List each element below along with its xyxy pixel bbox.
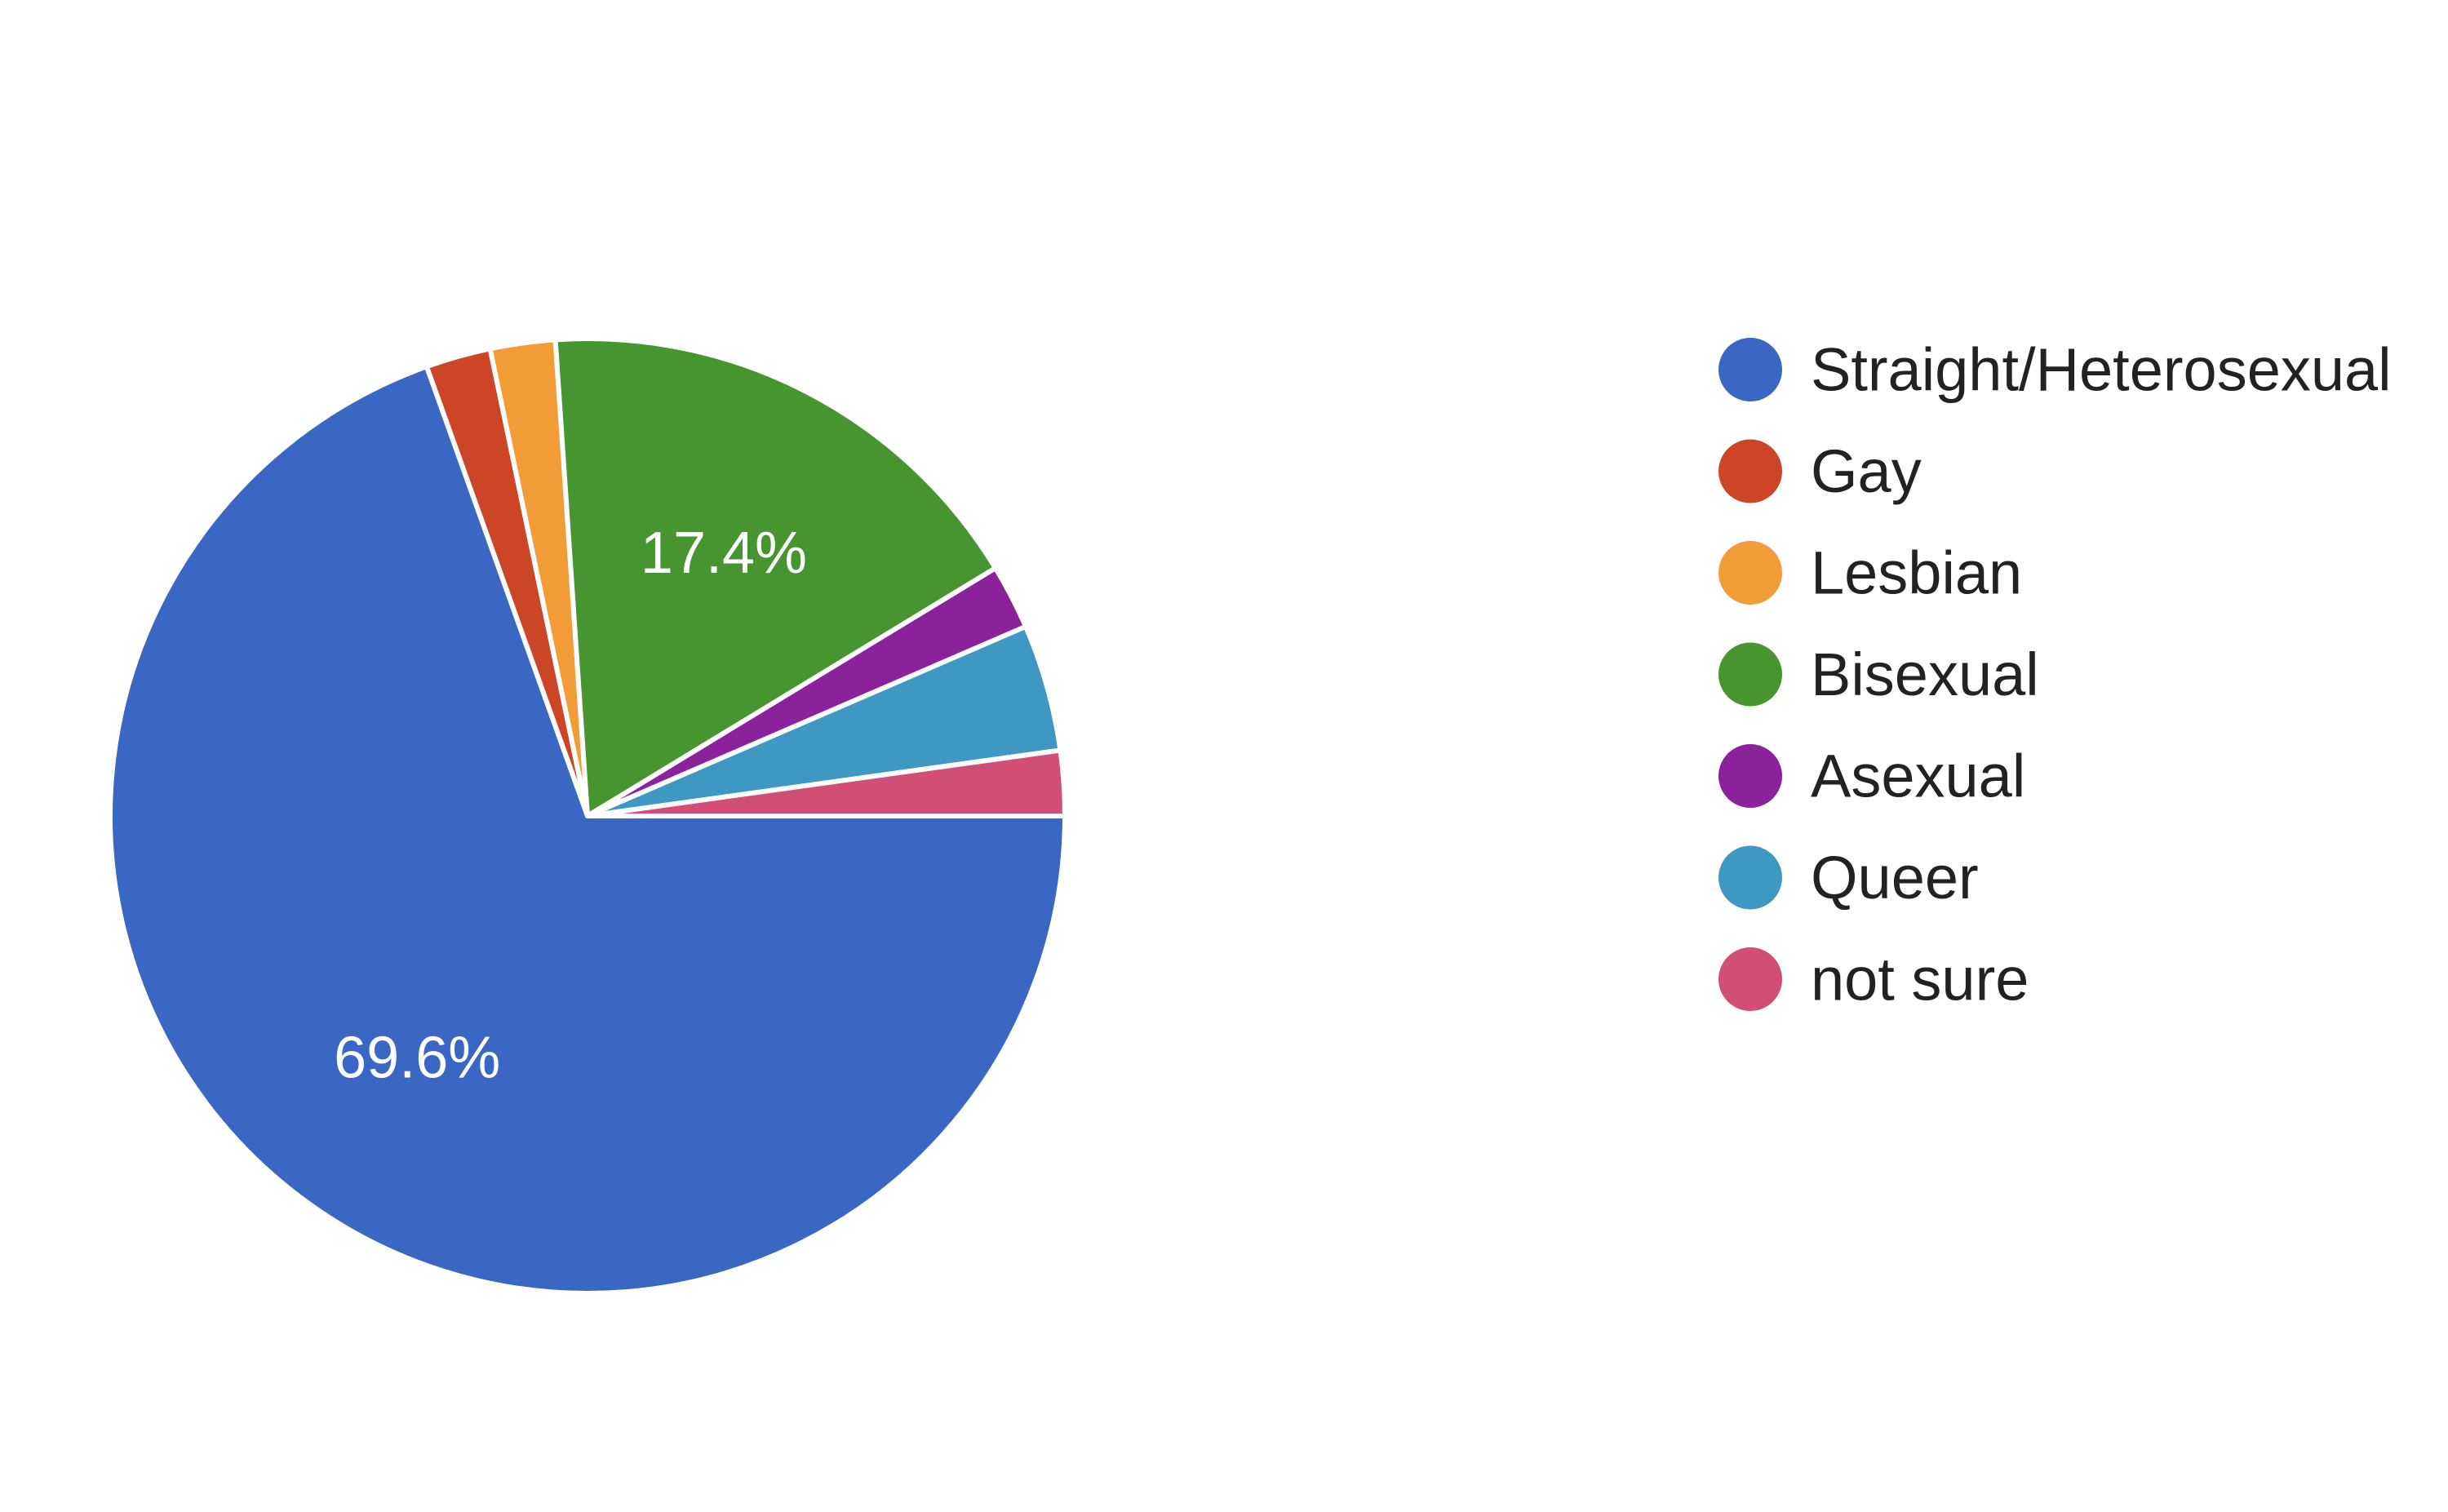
chart-legend: Straight/Heterosexual Gay Lesbian Bisexual A… <box>1718 336 2392 1013</box>
legend-marker-asexual <box>1718 744 1782 808</box>
pie-slice-straight-heterosexual <box>108 364 1067 1296</box>
legend-label-asexual: Asexual <box>1811 743 2025 810</box>
legend-marker-straight-heterosexual <box>1718 338 1782 401</box>
legend-label-not-sure: not sure <box>1811 946 2029 1013</box>
legend-label-gay: Gay <box>1811 437 1922 505</box>
legend-marker-bisexual <box>1718 642 1782 707</box>
legend-label-queer: Queer <box>1811 844 1979 911</box>
pie-slices <box>108 335 1067 1296</box>
legend-marker-gay <box>1718 439 1782 503</box>
legend-marker-not-sure <box>1718 947 1782 1011</box>
data-label-straight-heterosexual: 69.6% <box>334 1026 500 1091</box>
legend-marker-queer <box>1718 845 1782 910</box>
legend-label-straight-heterosexual: Straight/Heterosexual <box>1811 336 2392 404</box>
pie-slice-not-sure <box>585 747 1067 818</box>
legend-marker-lesbian <box>1718 541 1782 605</box>
legend-label-lesbian: Lesbian <box>1811 539 2022 607</box>
pie-slice-bisexual <box>552 335 998 818</box>
pie-data-labels: 69.6% 17.4% <box>334 521 807 1090</box>
data-label-bisexual: 17.4% <box>641 521 807 586</box>
legend-label-bisexual: Bisexual <box>1811 641 2039 708</box>
